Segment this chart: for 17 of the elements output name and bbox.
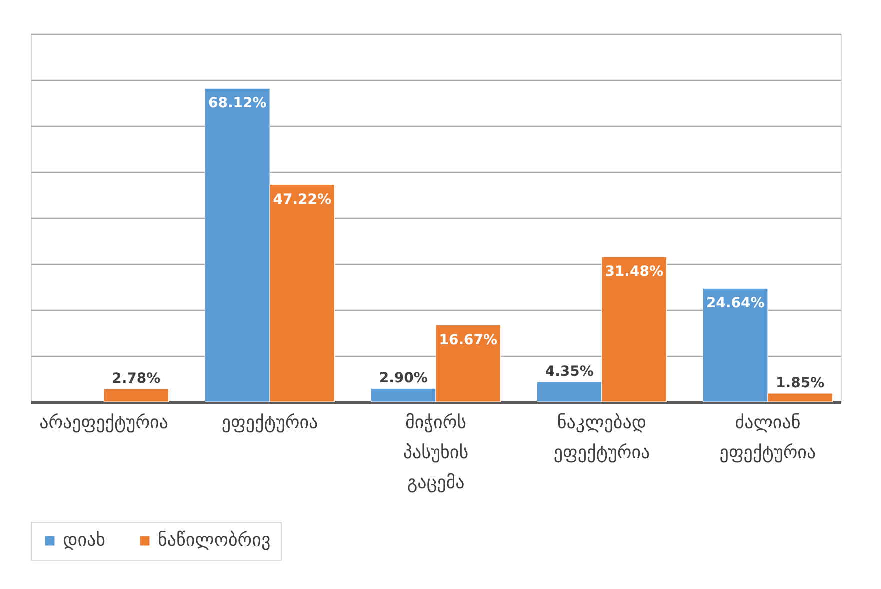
legend-label: დიახ <box>63 530 106 551</box>
data-label: 47.22% <box>273 192 332 208</box>
x-tick-label: ძალიან ეფექტურია <box>720 412 816 464</box>
data-label: 24.64% <box>706 296 765 312</box>
data-label: 16.67% <box>439 332 498 348</box>
x-tick-label: ნაკლებად ეფექტურია <box>554 412 650 464</box>
data-label: 1.85% <box>776 375 825 392</box>
data-label: 68.12% <box>208 96 267 112</box>
data-label: 2.90% <box>379 370 428 387</box>
data-label: 31.48% <box>605 264 664 280</box>
data-label: 2.78% <box>112 371 161 388</box>
x-tick-label: არაეფექტურია <box>40 412 168 434</box>
data-label: 4.35% <box>545 364 594 380</box>
legend-label: ნაწილობრივ <box>158 530 271 551</box>
x-tick-label: ეფექტურია <box>222 412 318 434</box>
bar <box>104 388 170 402</box>
x-tick-label: მიჭირს პასუხის გაცემა <box>403 412 469 494</box>
